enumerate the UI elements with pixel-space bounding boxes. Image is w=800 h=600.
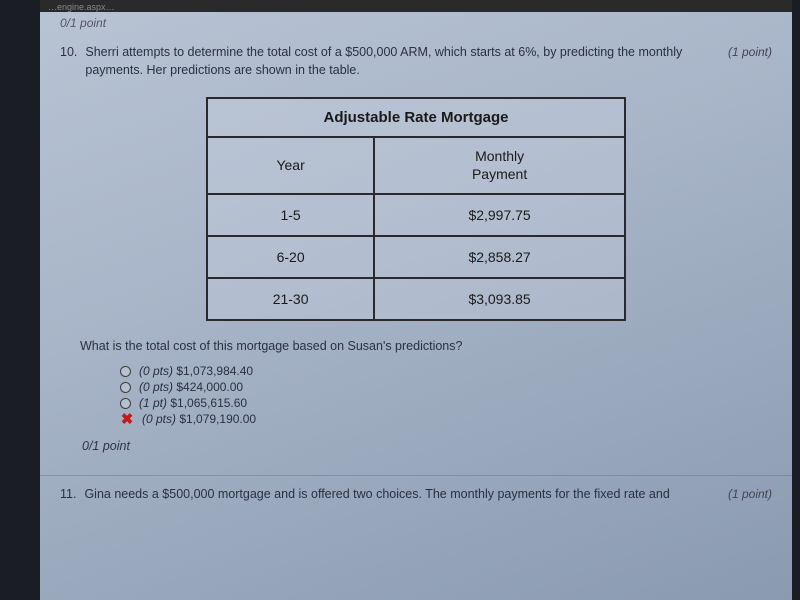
table-col-year: Year [207, 137, 374, 194]
question-11: 11. Gina needs a $500,000 mortgage and i… [40, 475, 792, 510]
option-label: (0 pts) $1,073,984.40 [139, 364, 253, 378]
option-b[interactable]: (0 pts) $424,000.00 [120, 379, 772, 395]
table-row: 6-20 $2,858.27 [207, 236, 625, 278]
assessment-page: …engine.aspx… 0/1 point 10. Sherri attem… [40, 0, 792, 600]
url-text: …engine.aspx… [48, 2, 115, 12]
question-number: 11. [60, 486, 76, 504]
cell-payment: $2,997.75 [374, 194, 625, 236]
question-number: 10. [60, 44, 77, 62]
wrong-x-icon: ✖ [120, 412, 134, 426]
question-points: (1 point) [716, 486, 772, 503]
cell-payment: $2,858.27 [374, 236, 625, 278]
option-label: (0 pts) $1,079,190.00 [142, 412, 256, 426]
browser-url-fragment: …engine.aspx… [40, 0, 792, 12]
option-label: (0 pts) $424,000.00 [139, 380, 243, 394]
table-row: 21-30 $3,093.85 [207, 278, 625, 320]
previous-question-score: 0/1 point [40, 12, 792, 38]
cell-year: 1-5 [207, 194, 374, 236]
option-label: (1 pt) $1,065,615.60 [139, 396, 247, 410]
question-text: Sherri attempts to determine the total c… [85, 44, 708, 79]
radio-icon [120, 398, 131, 409]
table-title: Adjustable Rate Mortgage [207, 98, 625, 137]
col-payment-line1: Monthly [475, 148, 524, 164]
radio-icon [120, 382, 131, 393]
cell-payment: $3,093.85 [374, 278, 625, 320]
table-col-payment: Monthly Payment [374, 137, 625, 194]
cell-year: 6-20 [207, 236, 374, 278]
question-points: (1 point) [716, 44, 772, 61]
arm-table: Adjustable Rate Mortgage Year Monthly Pa… [206, 97, 626, 321]
table-row: 1-5 $2,997.75 [207, 194, 625, 236]
radio-icon [120, 366, 131, 377]
option-a[interactable]: (0 pts) $1,073,984.40 [120, 363, 772, 379]
answer-options: (0 pts) $1,073,984.40 (0 pts) $424,000.0… [60, 363, 772, 427]
col-payment-line2: Payment [472, 166, 527, 182]
sub-question-text: What is the total cost of this mortgage … [60, 335, 772, 363]
option-c[interactable]: (1 pt) $1,065,615.60 [120, 395, 772, 411]
cell-year: 21-30 [207, 278, 374, 320]
question-text: Gina needs a $500,000 mortgage and is of… [84, 486, 708, 504]
option-d[interactable]: ✖ (0 pts) $1,079,190.00 [120, 411, 772, 427]
question-10: 10. Sherri attempts to determine the tot… [40, 38, 792, 475]
question-score: 0/1 point [60, 427, 772, 469]
